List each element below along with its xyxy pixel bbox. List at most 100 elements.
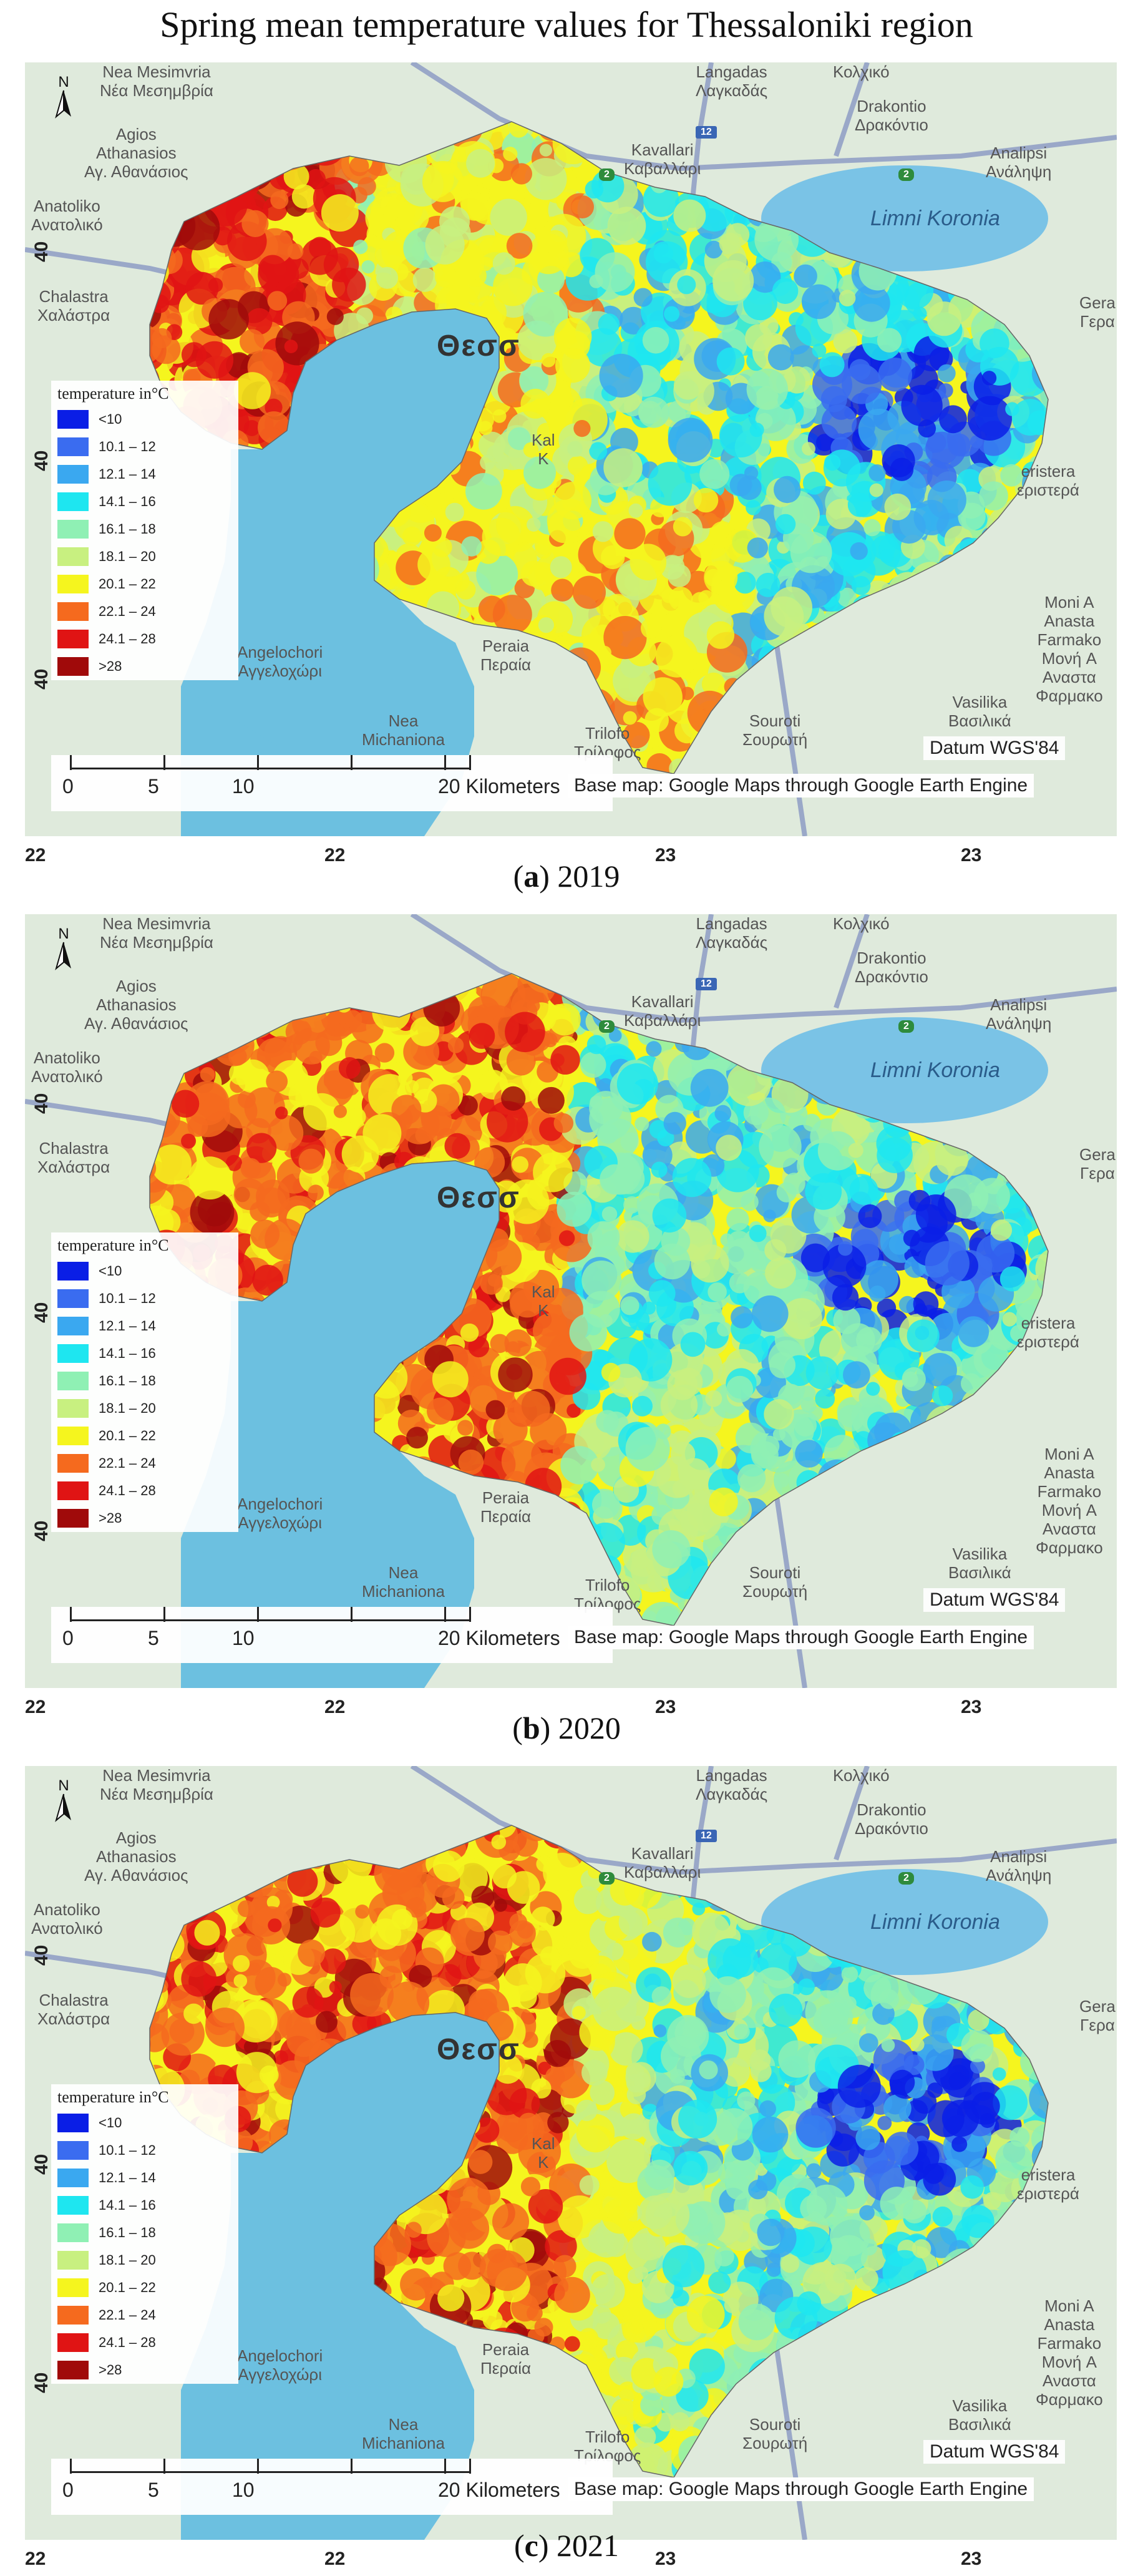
place-label-agios-athanasios: Agios Athanasios Αγ. Αθανάσιος: [84, 125, 188, 181]
lake-koronia: [761, 1017, 1048, 1123]
map-panel-2019: Nea Mesimvria Νέα Μεσημβρία Agios Athanas…: [25, 62, 1117, 866]
longitude-tick: 22: [25, 845, 46, 866]
legend-swatch: [57, 1399, 89, 1418]
legend-item: <10: [51, 2109, 238, 2137]
scale-label: 5: [148, 775, 159, 798]
longitude-tick: 22: [324, 2549, 346, 2569]
road: [834, 914, 870, 1009]
road: [834, 62, 870, 157]
place-label-peristera: eristera εριστερά: [1017, 2165, 1079, 2203]
legend-label: 14.1 – 16: [99, 1345, 156, 1361]
legend-swatch: [57, 2196, 89, 2215]
place-label-souroti: Souroti Σουρωτή: [742, 2415, 808, 2452]
legend-item: 18.1 – 20: [51, 543, 238, 570]
place-label-moni: Moni A Anasta Farmako Mονή A Αναστα Φαρμ…: [1036, 2296, 1103, 2409]
latitude-tick: 40: [31, 450, 52, 471]
legend-item: 12.1 – 14: [51, 1312, 238, 1340]
place-label-gera: Gera Γερα: [1079, 1145, 1116, 1183]
legend-swatch: [57, 1454, 89, 1473]
legend-label: 24.1 – 28: [99, 1483, 156, 1498]
place-label-peristera: eristera εριστερά: [1017, 1314, 1079, 1351]
legend-label: 16.1 – 18: [99, 1373, 156, 1388]
place-label-vasilika: Vasilika Βασιλικά: [948, 693, 1011, 730]
scale-bar: 0 5 10 20 Kilometers: [51, 2459, 613, 2515]
legend-swatch: [57, 1317, 89, 1335]
place-label-langadas: Langadas Λαγκαδάς: [696, 914, 768, 952]
place-label-chalastra: Chalastra Χαλάστρα: [37, 1139, 110, 1176]
legend-item: 22.1 – 24: [51, 1450, 238, 1477]
legend-label: 10.1 – 12: [99, 2142, 156, 2158]
basemap-credit: Base map: Google Maps through Google Ear…: [568, 1626, 1034, 1649]
legend-label: 20.1 – 22: [99, 2280, 156, 2295]
legend-item: 10.1 – 12: [51, 2137, 238, 2164]
gulf-sea: [181, 309, 499, 836]
legend-label: 16.1 – 18: [99, 2225, 156, 2240]
scale-bar: 0 5 10 20 Kilometers: [51, 1607, 613, 1663]
basemap-credit: Base map: Google Maps through Google Ear…: [568, 2477, 1034, 2501]
legend-label: 22.1 – 24: [99, 603, 156, 619]
legend-label: 10.1 – 12: [99, 1290, 156, 1306]
latitude-tick: 40: [31, 241, 52, 262]
place-label-agios-athanasios: Agios Athanasios Αγ. Αθανάσιος: [84, 1828, 188, 1885]
legend-title: temperature in°C: [57, 384, 169, 402]
legend-swatch: [57, 547, 89, 566]
caption-c: (c) 2021: [513, 2528, 619, 2563]
legend-label: 12.1 – 14: [99, 2170, 156, 2185]
legend-item: 14.1 – 16: [51, 488, 238, 515]
legend-swatch: [57, 520, 89, 539]
legend-swatch: [57, 1427, 89, 1445]
road: [410, 62, 1117, 172]
legend-item: 22.1 – 24: [51, 2301, 238, 2329]
north-arrow-icon: N: [51, 1775, 76, 1828]
legend-label: 18.1 – 20: [99, 2252, 156, 2268]
study-area-outline: [149, 973, 1049, 1626]
place-label-nea-michaniona: Nea Michaniona: [362, 2415, 445, 2452]
legend-item: 10.1 – 12: [51, 1285, 238, 1312]
legend-item: >28: [51, 2356, 238, 2384]
place-label-langadas: Langadas Λαγκαδάς: [696, 1766, 768, 1803]
legend-item: 24.1 – 28: [51, 625, 238, 653]
basemap: Nea Mesimvria Νέα Μεσημβρία Agios Athanas…: [25, 1766, 1117, 2540]
legend: temperature in°C <10 10.1 – 12 12.1 – 14 14.…: [51, 381, 238, 680]
legend-swatch: [57, 2114, 89, 2132]
place-label-chalastra: Chalastra Χαλάστρα: [37, 287, 110, 324]
legend-label: 20.1 – 22: [99, 576, 156, 592]
datum-label: Datum WGS'84: [923, 1588, 1066, 1612]
latitude-tick: 40: [31, 2372, 52, 2393]
legend-swatch: [57, 2333, 89, 2352]
longitude-tick: 22: [324, 845, 346, 866]
legend-swatch: [57, 2361, 89, 2379]
longitude-tick: 22: [25, 2549, 46, 2569]
legend-label: 24.1 – 28: [99, 2334, 156, 2350]
legend-swatch: [57, 630, 89, 648]
scale-label: 0: [62, 1627, 74, 1649]
longitude-tick: 23: [655, 2549, 676, 2569]
road-shield-2: 2: [599, 1020, 615, 1033]
place-label-kolchiko: Κολχικό: [833, 62, 890, 81]
place-label-limni-koronia: Limni Koronia: [870, 207, 1000, 230]
longitude-tick: 22: [324, 1697, 346, 1717]
place-label-anatoliko: Anatoliko Ανατολικό: [31, 1048, 103, 1086]
scale-label: 5: [148, 2479, 159, 2501]
legend-item: 16.1 – 18: [51, 1367, 238, 1395]
road: [834, 1766, 870, 1861]
scale-label: 5: [148, 1627, 159, 1649]
legend-label: 12.1 – 14: [99, 466, 156, 482]
legend-title: temperature in°C: [57, 1236, 169, 1254]
basemap: Nea Mesimvria Νέα Μεσημβρία Agios Athanas…: [25, 914, 1117, 1688]
legend-label: <10: [99, 1263, 122, 1279]
place-label-kavallari: Kavallari Καβαλλάρι: [624, 992, 701, 1030]
scale-label: 20 Kilometers: [438, 2479, 560, 2501]
legend-item: 18.1 – 20: [51, 1395, 238, 1422]
latitude-tick: 40: [31, 668, 52, 690]
place-label-nea-michaniona: Nea Michaniona: [362, 711, 445, 749]
legend-item: 16.1 – 18: [51, 515, 238, 543]
place-label-thessaloniki: Θεσσ: [437, 1181, 520, 1214]
legend-label: >28: [99, 658, 122, 674]
legend-item: <10: [51, 1257, 238, 1285]
study-area-outline: [149, 121, 1049, 774]
longitude-tick: 23: [961, 1697, 982, 1717]
place-label-nea-mesimvria: Nea Mesimvria Νέα Μεσημβρία: [100, 1766, 213, 1803]
latitude-tick: 40: [31, 2154, 52, 2175]
datum-label: Datum WGS'84: [923, 736, 1066, 760]
